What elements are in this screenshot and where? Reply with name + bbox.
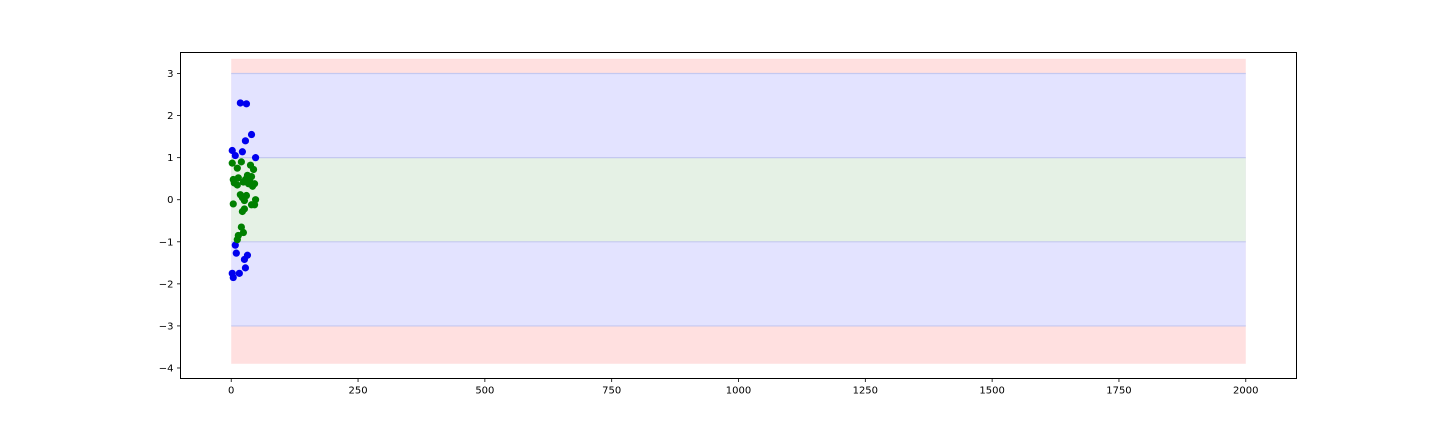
data-point-s1-4: [249, 165, 258, 174]
y-tick-label: −2: [159, 279, 174, 290]
data-point-s1-22: [229, 200, 237, 208]
data-point-s0-0: [236, 99, 244, 107]
data-point-s0-15: [229, 273, 237, 282]
data-point-s1-26: [238, 207, 246, 216]
data-point-s1-3: [233, 164, 241, 172]
y-tick-label: −4: [159, 363, 174, 374]
data-point-s1-28: [237, 223, 245, 231]
data-point-s1-15: [233, 181, 241, 189]
data-point-s0-6: [231, 151, 239, 160]
y-axis: 3 2 1 0 −1 −2 −3 −4: [159, 69, 181, 374]
data-point-s0-14: [235, 269, 243, 277]
x-tick-label: 0: [228, 386, 234, 397]
y-tick-label: 2: [167, 111, 173, 122]
band-2: [231, 157, 1246, 242]
y-tick-label: 3: [167, 69, 173, 80]
x-tick-label: 750: [602, 386, 621, 397]
bands-layer: [231, 58, 1246, 364]
x-tick-label: 500: [475, 386, 494, 397]
data-point-s0-5: [238, 148, 246, 156]
x-tick-label: 250: [348, 386, 367, 397]
x-tick-label: 2000: [1233, 386, 1258, 397]
data-point-s0-1: [242, 100, 251, 108]
x-tick-label: 1000: [726, 386, 751, 397]
data-point-s1-21: [240, 196, 249, 205]
data-point-s0-12: [241, 264, 250, 272]
data-point-s0-2: [247, 130, 256, 139]
y-tick-label: 1: [167, 153, 173, 164]
x-tick-label: 1750: [1106, 386, 1131, 397]
x-tick-label: 1250: [853, 386, 878, 397]
y-tick-label: 0: [167, 195, 173, 206]
data-point-s1-24: [250, 201, 259, 209]
data-point-s1-16: [248, 182, 257, 190]
data-point-s0-3: [241, 137, 250, 145]
x-tick-label: 1500: [979, 386, 1004, 397]
data-point-s1-30: [233, 236, 241, 244]
data-point-s0-8: [231, 241, 239, 249]
points-layer: [228, 99, 260, 282]
data-point-s0-9: [232, 249, 240, 257]
y-tick-label: −3: [159, 321, 174, 332]
y-tick-label: −1: [159, 237, 174, 248]
x-axis: 0 250 500 750 1000 1250 1500 1750 2000: [228, 378, 1258, 397]
data-point-s0-11: [240, 255, 249, 264]
data-point-s0-7: [251, 154, 260, 162]
data-point-s1-0: [228, 159, 236, 167]
data-point-s1-1: [237, 158, 245, 166]
